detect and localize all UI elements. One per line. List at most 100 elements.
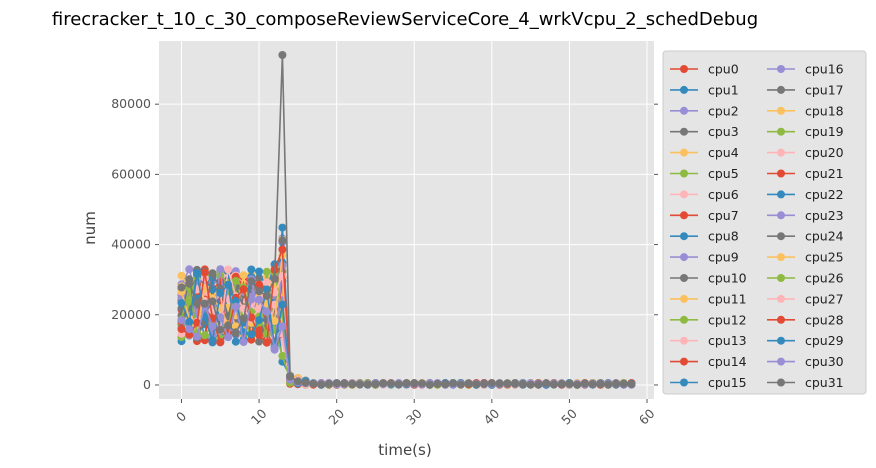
legend-label: cpu22	[805, 187, 844, 202]
legend-label: cpu13	[708, 333, 747, 348]
data-point	[503, 379, 512, 388]
data-point	[200, 268, 209, 277]
data-point	[301, 378, 310, 387]
data-point	[441, 380, 450, 389]
data-point	[596, 380, 605, 388]
data-point	[340, 379, 349, 388]
legend-marker	[777, 148, 785, 157]
data-point	[177, 283, 186, 292]
data-point	[580, 379, 589, 388]
legend-marker	[680, 106, 688, 115]
data-point	[200, 331, 209, 340]
legend-label: cpu9	[708, 250, 739, 265]
legend-entry-cpu1: cpu1	[670, 82, 739, 97]
data-point	[216, 289, 225, 297]
data-point	[355, 380, 364, 389]
data-point	[262, 329, 271, 338]
legend-entry-cpu16: cpu16	[767, 62, 844, 77]
data-point	[394, 380, 403, 389]
data-point	[464, 379, 473, 388]
data-point	[270, 344, 279, 353]
data-point	[224, 280, 233, 289]
data-point	[270, 274, 279, 283]
data-point	[185, 330, 194, 339]
data-point	[185, 265, 194, 274]
legend-marker	[680, 315, 688, 324]
legend-entry-cpu21: cpu21	[767, 166, 844, 181]
legend-label: cpu23	[805, 208, 844, 223]
data-point	[487, 379, 496, 388]
data-point	[208, 269, 217, 278]
legend-label: cpu19	[805, 124, 844, 139]
legend-label: cpu18	[805, 103, 844, 118]
legend-entry-cpu5: cpu5	[670, 166, 739, 181]
legend-label: cpu2	[708, 103, 739, 118]
legend-entry-cpu23: cpu23	[767, 208, 844, 223]
legend-label: cpu24	[805, 229, 844, 244]
legend: cpu0 cpu1 cpu2 cpu3 cpu4 cpu5 cpu6 cpu7 cpu8 cpu9…	[662, 50, 867, 395]
data-point	[216, 313, 225, 322]
legend-entry-cpu2: cpu2	[670, 103, 739, 118]
legend-marker	[680, 274, 688, 282]
data-point	[208, 297, 217, 306]
legend-entry-cpu6: cpu6	[670, 187, 739, 202]
legend-entry-cpu24: cpu24	[767, 229, 844, 244]
legend-entry-cpu13: cpu13	[670, 333, 747, 348]
legend-label: cpu31	[805, 375, 844, 390]
data-point	[247, 313, 256, 322]
data-point	[262, 338, 271, 347]
legend-label: cpu25	[805, 250, 844, 265]
chart-title: firecracker_t_10_c_30_composeReviewServi…	[52, 9, 758, 30]
legend-label: cpu6	[708, 187, 739, 202]
series-layer	[177, 51, 636, 389]
legend-marker	[777, 315, 785, 324]
legend-label: cpu12	[708, 312, 747, 327]
legend-label: cpu1	[708, 82, 739, 97]
legend-label: cpu0	[708, 62, 739, 77]
data-point	[278, 51, 287, 59]
legend-marker	[777, 253, 785, 262]
legend-marker	[777, 336, 785, 345]
data-point	[573, 380, 582, 389]
legend-marker	[777, 169, 785, 178]
data-point	[495, 379, 504, 388]
data-point	[200, 299, 209, 308]
legend-marker	[680, 148, 688, 157]
data-point	[239, 271, 248, 280]
data-point	[239, 285, 248, 294]
data-point	[472, 380, 481, 389]
data-point	[270, 317, 279, 325]
data-point	[255, 337, 264, 346]
data-point	[231, 302, 240, 311]
data-point	[255, 331, 264, 340]
legend-marker	[777, 65, 785, 73]
data-point	[231, 337, 240, 346]
legend-marker	[777, 85, 785, 94]
y-tick-label: 20000	[111, 307, 151, 322]
legend-entry-cpu28: cpu28	[767, 312, 844, 327]
legend-label: cpu27	[805, 291, 844, 306]
legend-marker	[777, 127, 785, 136]
data-point	[231, 277, 240, 285]
legend-label: cpu5	[708, 166, 739, 181]
data-point	[309, 379, 318, 388]
legend-marker	[680, 211, 688, 220]
legend-label: cpu16	[805, 62, 844, 77]
data-point	[371, 380, 380, 389]
data-point	[255, 280, 264, 289]
legend-marker	[777, 378, 785, 387]
legend-marker	[777, 106, 785, 115]
legend-marker	[777, 294, 785, 303]
data-point	[526, 380, 535, 389]
legend-marker	[777, 190, 785, 199]
data-point	[317, 380, 326, 389]
legend-entry-cpu15: cpu15	[670, 375, 747, 390]
data-point	[557, 379, 566, 388]
legend-marker	[680, 336, 688, 345]
data-point	[612, 379, 620, 388]
legend-label: cpu3	[708, 124, 739, 139]
legend-entry-cpu26: cpu26	[767, 271, 844, 286]
data-point	[262, 308, 271, 317]
data-point	[247, 265, 256, 274]
